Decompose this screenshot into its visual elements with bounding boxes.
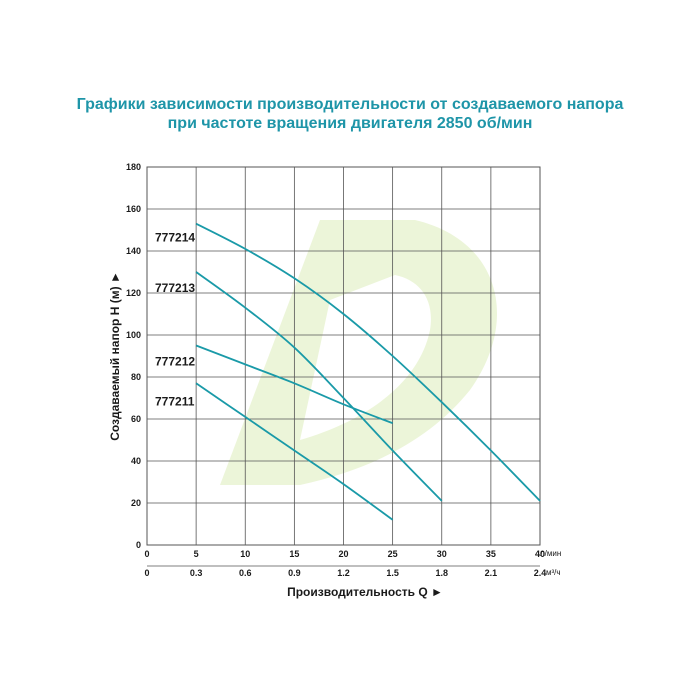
chart-title-line-2: при частоте вращения двигателя 2850 об/м… bbox=[167, 115, 533, 132]
x-tick-label: 30 bbox=[437, 549, 447, 559]
plot-frame bbox=[146, 166, 541, 546]
x-tick-label-secondary: 2.1 bbox=[485, 568, 498, 578]
x-tick-label: 0 bbox=[144, 549, 149, 559]
x-tick-label: 35 bbox=[486, 549, 496, 559]
x-tick-label: 10 bbox=[240, 549, 250, 559]
y-tick-label: 60 bbox=[131, 414, 141, 424]
y-tick-label: 160 bbox=[126, 204, 141, 214]
series-label-777213: 777213 bbox=[155, 281, 195, 295]
x-unit-secondary: м³/ч bbox=[546, 568, 561, 577]
series-line-777212 bbox=[195, 344, 393, 425]
x-tick-label: 20 bbox=[338, 549, 348, 559]
watermark-logo bbox=[220, 220, 498, 485]
x-tick-label: 40 bbox=[535, 549, 545, 559]
x-tick-label-secondary: 1.2 bbox=[337, 568, 350, 578]
y-axis-title: Создаваемый напор H (м) ► bbox=[108, 271, 122, 441]
y-tick-label: 120 bbox=[126, 288, 141, 298]
series-label-777214: 777214 bbox=[155, 231, 195, 245]
x-tick-label: 15 bbox=[289, 549, 299, 559]
x-axis-title: Производительность Q ► bbox=[287, 585, 443, 599]
x-tick-label-secondary: 0.3 bbox=[190, 568, 203, 578]
series-line-777211 bbox=[195, 382, 394, 521]
x-unit-primary: л/мин bbox=[540, 549, 561, 558]
x-tick-label-secondary: 1.8 bbox=[435, 568, 448, 578]
y-tick-label: 40 bbox=[131, 456, 141, 466]
x-tick-label-secondary: 0 bbox=[144, 568, 149, 578]
x-tick-label-secondary: 0.6 bbox=[239, 568, 252, 578]
y-tick-label: 100 bbox=[126, 330, 141, 340]
y-tick-label: 0 bbox=[136, 540, 141, 550]
series-line-777214 bbox=[195, 222, 541, 502]
x-tick-label-secondary: 2.4 bbox=[534, 568, 547, 578]
y-tick-label: 140 bbox=[126, 246, 141, 256]
series-label-777212: 777212 bbox=[155, 355, 195, 369]
x-tick-label-secondary: 1.5 bbox=[386, 568, 399, 578]
y-tick-label: 80 bbox=[131, 372, 141, 382]
y-tick-label: 180 bbox=[126, 162, 141, 172]
x-tick-label: 5 bbox=[194, 549, 199, 559]
x-tick-label: 25 bbox=[388, 549, 398, 559]
series-label-777211: 777211 bbox=[155, 394, 195, 408]
series-line-777213 bbox=[195, 271, 443, 502]
y-tick-label: 20 bbox=[131, 498, 141, 508]
x-tick-label-secondary: 0.9 bbox=[288, 568, 301, 578]
chart-title-line-1: Графики зависимости производительности о… bbox=[76, 96, 624, 113]
